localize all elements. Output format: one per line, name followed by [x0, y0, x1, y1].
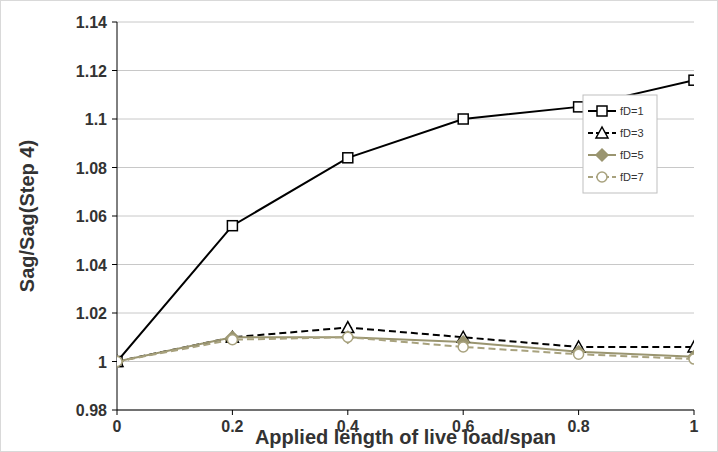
legend-label: fD=5: [620, 149, 644, 161]
y-tick: [112, 410, 117, 411]
y-tick-label: 1.02: [76, 305, 107, 322]
legend-marker: [596, 127, 608, 138]
data-point: [574, 102, 584, 112]
data-point: [342, 331, 354, 343]
y-tick: [112, 313, 117, 314]
data-point: [117, 356, 123, 367]
grid-line: [117, 410, 694, 411]
x-tick: [694, 410, 695, 415]
legend-label: fD=7: [620, 171, 644, 183]
series-line: [117, 337, 694, 361]
chart: 0.9811.021.041.061.081.11.121.1400.20.40…: [0, 0, 718, 452]
y-tick-label: 1.06: [76, 208, 107, 225]
y-tick-label: 0.98: [76, 402, 107, 419]
chart-border: [1, 1, 718, 452]
data-point: [574, 349, 584, 359]
series-line: [117, 337, 694, 361]
y-tick: [112, 22, 117, 23]
data-point: [117, 357, 122, 367]
x-axis: [117, 410, 694, 411]
y-axis-title: Sag/Sag(Step 4): [16, 140, 38, 292]
grid-line: [117, 264, 694, 265]
y-tick: [112, 361, 117, 362]
y-tick-label: 1.1: [85, 111, 107, 128]
grid-line: [117, 216, 694, 217]
data-point: [227, 221, 237, 231]
y-tick: [112, 216, 117, 217]
legend-box: [583, 95, 657, 193]
y-axis: [117, 22, 118, 410]
data-point: [343, 153, 353, 163]
y-tick: [112, 264, 117, 265]
grid-line: [117, 70, 694, 71]
grid-line: [117, 361, 694, 362]
y-tick-label: 1.14: [76, 14, 107, 31]
x-tick: [463, 410, 464, 415]
x-tick: [578, 410, 579, 415]
series-line: [117, 328, 694, 362]
plot-data: [117, 75, 694, 367]
x-tick-label: 1: [690, 418, 699, 435]
x-tick-label: 0.2: [221, 418, 243, 435]
legend-label: fD=3: [620, 127, 644, 139]
legend: fD=1 fD=3 fD=5 fD=7: [583, 95, 657, 193]
data-point: [227, 335, 237, 345]
legend-marker: [597, 172, 607, 182]
y-tick-label: 1.12: [76, 63, 107, 80]
data-point: [688, 341, 694, 352]
x-tick: [117, 410, 118, 415]
series-line: [117, 80, 694, 361]
legend-label: fD=1: [620, 105, 644, 117]
x-tick-label: 0.8: [567, 418, 589, 435]
data-point: [458, 342, 468, 352]
x-tick: [347, 410, 348, 415]
y-tick-label: 1.08: [76, 160, 107, 177]
data-point: [689, 354, 694, 364]
y-tick-label: 1.04: [76, 257, 107, 274]
x-tick: [232, 410, 233, 415]
y-tick-label: 1: [98, 354, 107, 371]
x-tick-label: 0: [113, 418, 122, 435]
legend-marker: [597, 106, 607, 116]
data-point: [117, 357, 122, 367]
data-point: [117, 356, 123, 368]
y-tick: [112, 167, 117, 168]
legend-marker: [596, 149, 608, 161]
y-tick: [112, 119, 117, 120]
y-tick: [112, 70, 117, 71]
data-point: [689, 75, 694, 85]
grid-line: [117, 313, 694, 314]
data-point: [458, 114, 468, 124]
grid-line: [117, 22, 694, 23]
x-axis-title: Applied length of live load/span: [255, 426, 556, 448]
data-point: [343, 332, 353, 342]
